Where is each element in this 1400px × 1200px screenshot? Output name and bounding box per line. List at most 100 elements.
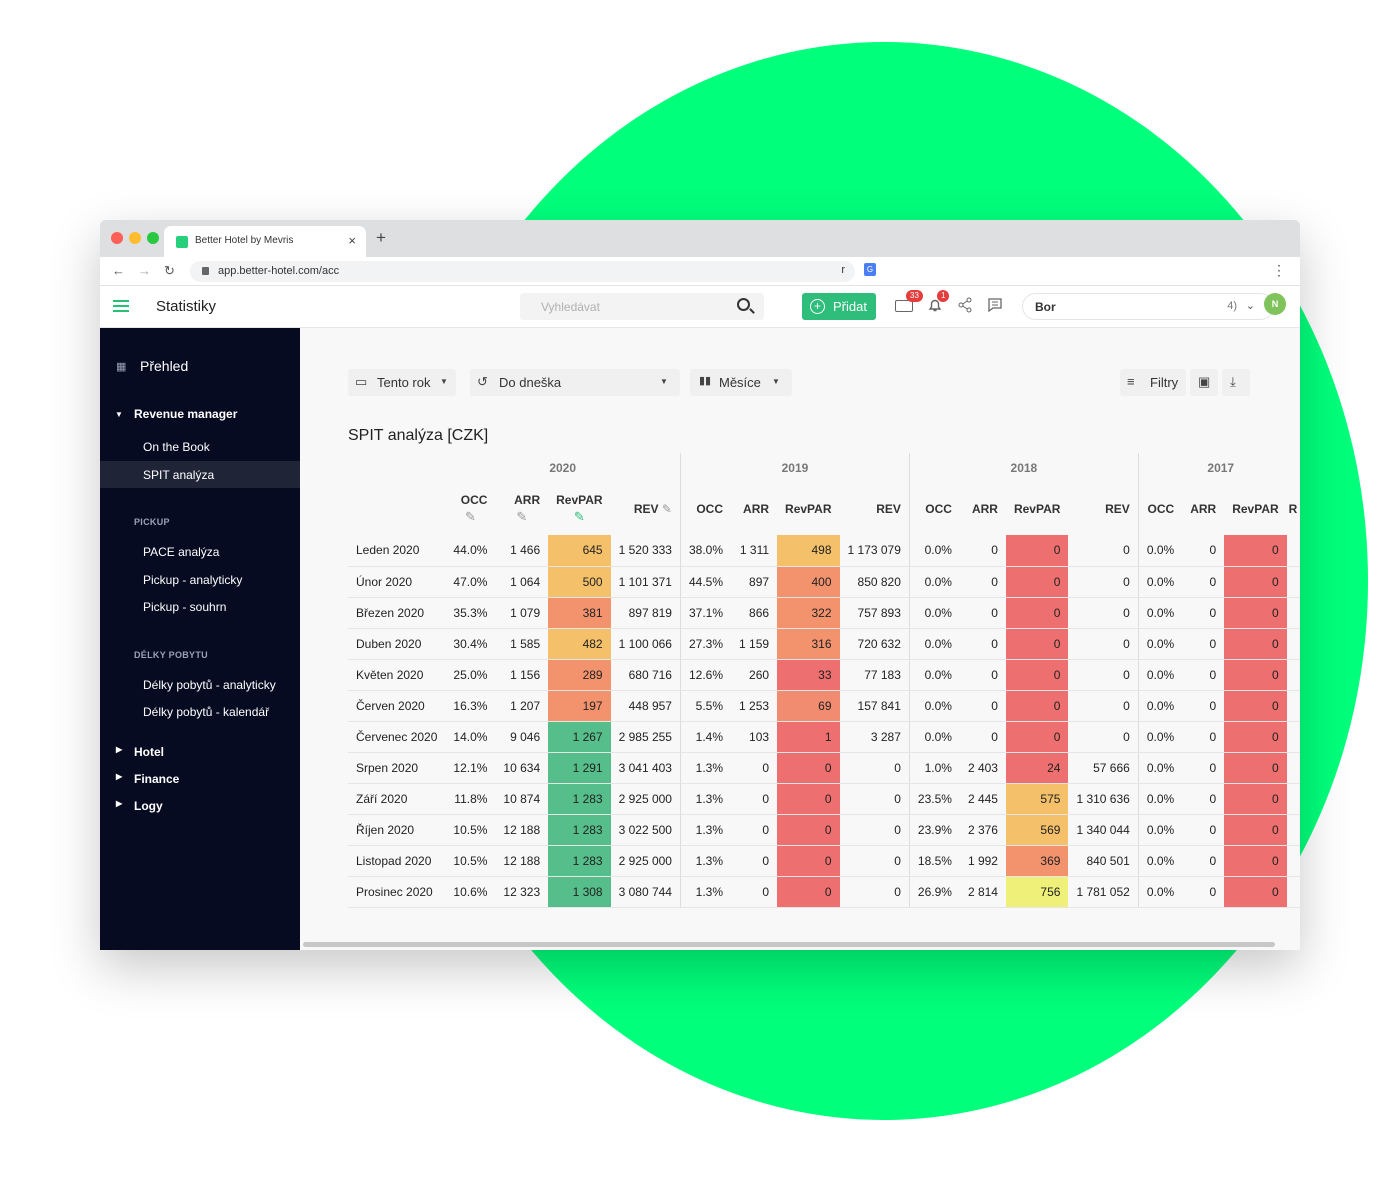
filters-label: Filtry <box>1150 375 1179 390</box>
column-header-occ[interactable]: OCC <box>908 483 960 535</box>
hotel-selector[interactable]: Bor 4) ⌄ <box>1022 293 1274 320</box>
occ-cell: 0.0% <box>908 628 960 660</box>
arr-cell: 0 <box>959 535 1006 567</box>
overflow-cell <box>1286 535 1300 567</box>
close-tab-icon[interactable]: × <box>348 233 356 248</box>
rev-cell: 3 080 744 <box>610 876 681 908</box>
sidebar-item-spit[interactable]: SPIT analýza <box>100 461 300 488</box>
rev-cell: 1 340 044 <box>1068 814 1139 846</box>
column-header-arr[interactable]: ARR <box>971 502 998 516</box>
overflow-cell <box>1286 628 1300 660</box>
download-icon: ⤓ <box>1230 374 1236 389</box>
revpar-cell: 500 <box>548 566 611 598</box>
url-field[interactable]: app.better-hotel.com/acc r <box>190 261 855 282</box>
overflow-cell <box>1286 690 1300 722</box>
share-icon[interactable] <box>956 297 974 313</box>
table-row: Září 2020 11.8% 10 874 1 283 2 925 000 1.3% 0 0… <box>348 783 1300 815</box>
column-header-row: OCC ✎ ARR ✎ RevPAR ✎ REV ✎ OCC ARR RevPAR R… <box>348 483 1300 535</box>
column-header-rev[interactable]: REV <box>1105 502 1130 516</box>
forward-icon[interactable]: → <box>138 263 151 278</box>
rev-cell: 0 <box>1068 659 1139 691</box>
column-header-arr[interactable]: ARR ✎ <box>495 483 548 535</box>
column-header-revpar[interactable]: RevPAR <box>785 502 832 516</box>
hamburger-menu-icon[interactable] <box>113 300 129 312</box>
column-header-rev[interactable]: R <box>1288 502 1298 516</box>
month-cell: Únor 2020 <box>348 566 446 598</box>
horizontal-scrollbar[interactable] <box>303 942 1275 947</box>
grid-icon: ▦ <box>116 361 127 373</box>
rev-cell: 1 520 333 <box>610 535 681 567</box>
arr-cell: 0 <box>1182 721 1225 753</box>
revpar-cell: 1 308 <box>548 876 611 908</box>
download-button[interactable]: ⤓ <box>1222 369 1250 396</box>
occ-cell: 0.0% <box>1137 721 1183 753</box>
occ-cell: 1.3% <box>679 845 732 877</box>
table-row: Říjen 2020 10.5% 12 188 1 283 3 022 500 1.3% 0… <box>348 814 1300 846</box>
revpar-cell: 0 <box>1005 535 1069 567</box>
rev-cell: 757 893 <box>839 597 910 629</box>
year-filter-button[interactable]: ▭ Tento rok ▼ <box>348 369 456 396</box>
rev-cell: 3 287 <box>839 721 910 753</box>
maximize-window-icon[interactable] <box>147 232 159 244</box>
new-tab-icon[interactable]: + <box>376 228 386 247</box>
close-window-icon[interactable] <box>111 232 123 244</box>
bell-icon[interactable] <box>926 297 944 313</box>
mail-icon[interactable] <box>895 300 913 312</box>
months-filter-button[interactable]: ▮▮ Měsíce ▼ <box>690 369 792 396</box>
edit-pencil-icon[interactable]: ✎ <box>573 509 585 524</box>
column-header-rev[interactable]: REV ✎ <box>611 483 681 535</box>
month-cell: Červenec 2020 <box>348 721 446 753</box>
column-header-occ[interactable]: OCC ✎ <box>445 483 495 535</box>
revpar-cell: 0 <box>1005 628 1069 660</box>
occ-cell: 0.0% <box>1137 659 1183 691</box>
search-icon[interactable] <box>737 298 750 311</box>
revpar-cell: 575 <box>1005 783 1069 815</box>
arr-cell: 12 188 <box>495 814 549 846</box>
bell-badge: 1 <box>937 290 950 302</box>
arr-cell: 1 079 <box>495 597 549 629</box>
arr-cell: 0 <box>731 752 778 784</box>
arr-cell: 1 311 <box>731 535 778 567</box>
rev-cell: 0 <box>1068 535 1139 567</box>
browser-tab[interactable]: Better Hotel by Mevris × <box>164 226 366 257</box>
arr-cell: 0 <box>1182 814 1225 846</box>
avatar[interactable]: N <box>1264 293 1286 315</box>
column-header-arr[interactable]: ARR <box>743 502 770 516</box>
column-header-occ[interactable]: OCC <box>679 483 732 535</box>
add-button-label: Přidat <box>833 299 867 314</box>
column-header-revpar[interactable]: RevPAR ✎ <box>548 483 610 535</box>
browser-window: Better Hotel by Mevris × + ← → ↻ app.bet… <box>100 220 1300 950</box>
until-filter-button[interactable]: ↺ Do dneška ▼ <box>470 369 680 396</box>
sidebar-item-label: Hotel <box>134 745 164 759</box>
revpar-cell: 316 <box>777 628 840 660</box>
save-button[interactable]: ▣ <box>1190 369 1218 396</box>
column-header-revpar[interactable]: RevPAR <box>1232 502 1279 516</box>
table-row: Srpen 2020 12.1% 10 634 1 291 3 041 403 1.3% 0… <box>348 752 1300 784</box>
overflow-cell <box>1286 597 1300 629</box>
revpar-cell: 0 <box>777 752 840 784</box>
filters-button[interactable]: ≡ Filtry <box>1120 369 1186 396</box>
arr-cell: 0 <box>1182 566 1225 598</box>
column-header-rev[interactable]: REV <box>876 502 901 516</box>
occ-cell: 0.0% <box>908 690 960 722</box>
browser-menu-icon[interactable]: ⋮ <box>1272 262 1286 278</box>
back-icon[interactable]: ← <box>112 263 125 278</box>
occ-cell: 25.0% <box>445 659 496 691</box>
translate-icon[interactable]: G <box>864 263 876 276</box>
minimize-window-icon[interactable] <box>129 232 141 244</box>
hotel-name: Bor <box>1035 300 1056 314</box>
column-header-occ[interactable]: OCC <box>1137 483 1183 535</box>
arr-cell: 1 159 <box>731 628 778 660</box>
edit-pencil-icon[interactable]: ✎ <box>661 502 672 516</box>
rev-cell: 448 957 <box>610 690 681 722</box>
chat-icon[interactable] <box>986 297 1004 313</box>
revpar-cell: 1 267 <box>548 721 611 753</box>
search-input[interactable]: Vyhledávat <box>520 293 764 320</box>
edit-pencil-icon[interactable]: ✎ <box>516 509 528 524</box>
column-header-revpar[interactable]: RevPAR <box>1013 502 1061 516</box>
column-header-arr[interactable]: ARR <box>1190 502 1217 516</box>
reload-icon[interactable]: ↻ <box>164 263 175 278</box>
arr-cell: 0 <box>1182 690 1225 722</box>
add-button[interactable]: + Přidat <box>802 293 876 320</box>
edit-pencil-icon[interactable]: ✎ <box>464 509 476 524</box>
